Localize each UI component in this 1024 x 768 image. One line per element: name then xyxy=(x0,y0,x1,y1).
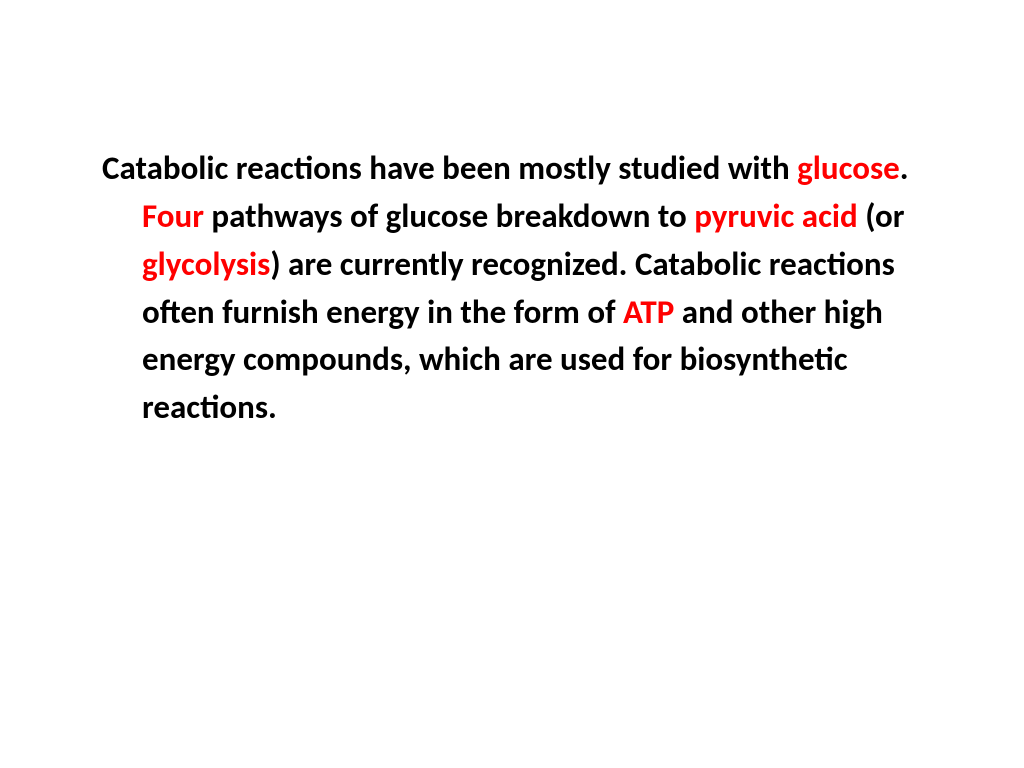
text-seg-5-pyruvic-acid: pyruvic acid xyxy=(694,196,865,236)
text-seg-7-glycolysis: glycolysis xyxy=(142,244,270,284)
text-seg-6: (or xyxy=(865,196,904,236)
body-paragraph: Catabolic reactions have been mostly stu… xyxy=(60,145,964,432)
text-seg-3-four: Four xyxy=(142,196,204,236)
text-seg-2: . xyxy=(900,148,909,188)
text-seg-9-atp: ATP xyxy=(623,292,682,332)
text-seg-0: Catabolic reactions have been mostly stu… xyxy=(102,148,797,188)
slide: Catabolic reactions have been mostly stu… xyxy=(0,0,1024,768)
text-seg-4: pathways of glucose breakdown to xyxy=(204,196,694,236)
text-seg-1-glucose: glucose xyxy=(797,148,900,188)
